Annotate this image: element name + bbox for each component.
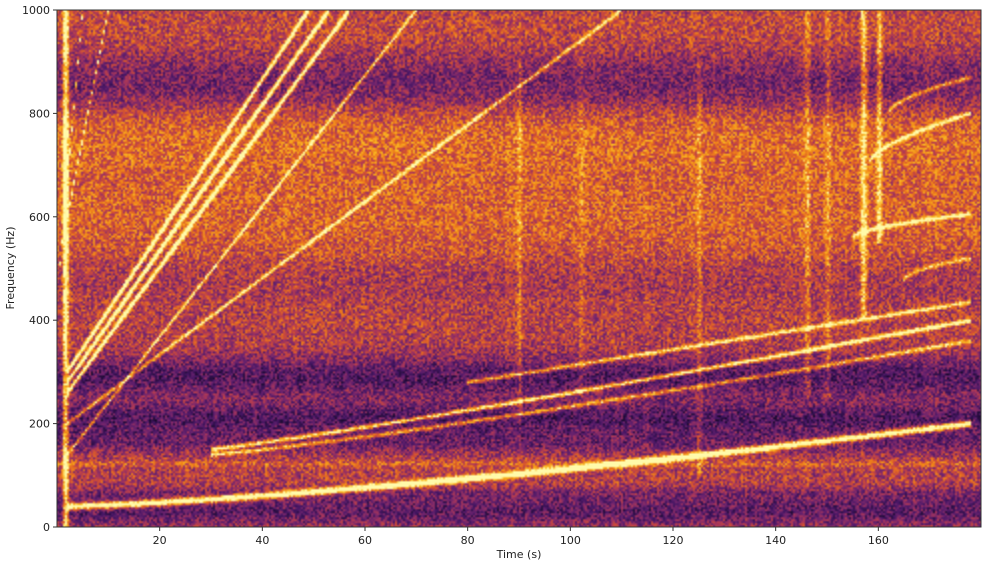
x-tick-label: 160 (868, 534, 889, 547)
y-tick-label: 1000 (22, 4, 50, 17)
x-tick-label: 140 (765, 534, 786, 547)
x-tick-label: 120 (663, 534, 684, 547)
x-tick-label: 100 (560, 534, 581, 547)
y-tick-label: 0 (43, 521, 50, 534)
x-axis-label: Time (s) (496, 548, 542, 561)
y-tick-label: 600 (29, 211, 50, 224)
y-axis-label: Frequency (Hz) (4, 227, 17, 310)
plot-frame (56, 9, 982, 528)
y-axis: 0 200 400 600 800 1000 (22, 4, 57, 534)
x-tick-label: 80 (461, 534, 475, 547)
x-tick-label: 60 (358, 534, 372, 547)
plot-area (56, 9, 982, 528)
y-tick-label: 400 (29, 314, 50, 327)
x-axis: 20 40 60 80 100 120 140 160 (153, 527, 889, 547)
x-tick-label: 40 (255, 534, 269, 547)
spectrogram-heatmap (57, 10, 981, 527)
y-tick-label: 800 (29, 107, 50, 120)
x-tick-label: 20 (153, 534, 167, 547)
y-tick-label: 200 (29, 418, 50, 431)
spectrogram-heatmap-container (57, 10, 981, 527)
